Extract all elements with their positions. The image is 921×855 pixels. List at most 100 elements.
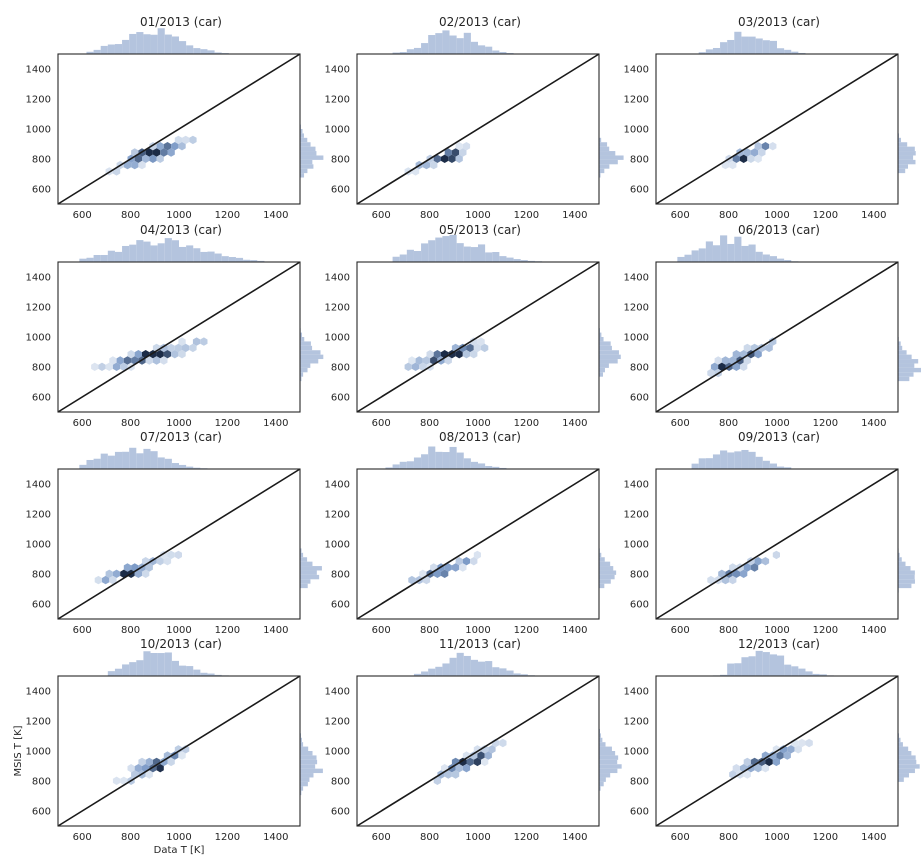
panel-6: 06/2013 (car) 600 800 1000 1200 1400 600 800 100… xyxy=(624,223,921,429)
x-tick-label: 1400 xyxy=(562,418,587,429)
hex-cell xyxy=(462,764,471,773)
hex-cell xyxy=(462,557,471,566)
y-hist-bar xyxy=(599,354,621,360)
x-hist-bar xyxy=(485,466,493,469)
x-hist-bar xyxy=(428,668,436,676)
hex-cell xyxy=(174,135,182,145)
y-hist-bar xyxy=(599,737,603,743)
y-hist-bar xyxy=(300,155,324,160)
y-hist-bar xyxy=(599,764,622,769)
x-hist-bar xyxy=(107,44,115,54)
x-hist-bar xyxy=(463,458,471,469)
y-hist-bar xyxy=(898,579,915,584)
axes-frame xyxy=(356,261,600,413)
y-hist-bar xyxy=(898,372,914,377)
y-tick-label: 600 xyxy=(32,185,51,196)
x-tick-label: 800 xyxy=(719,625,738,636)
y-hist-bar xyxy=(898,168,906,174)
y-hist-bar xyxy=(599,151,616,156)
y-tick-label: 1200 xyxy=(624,510,649,521)
hex-cell xyxy=(462,350,471,359)
x-hist-bar xyxy=(150,451,158,469)
x-hist-bar xyxy=(698,248,706,262)
y-hist-bar xyxy=(300,142,311,147)
x-hist-bar xyxy=(463,655,471,676)
x-hist-bar xyxy=(698,52,706,54)
x-hist-bar xyxy=(200,251,208,262)
y-hist-bar xyxy=(599,146,610,152)
x-hist-bar xyxy=(186,666,194,676)
hex-cell xyxy=(145,757,153,767)
x-hist-bar xyxy=(442,452,450,469)
hex-cell xyxy=(707,575,715,585)
hex-cell xyxy=(754,557,762,566)
x-hist-bar xyxy=(741,449,749,469)
x-hist-bar xyxy=(727,39,735,54)
x-hist-bar xyxy=(406,49,414,54)
y-hist-bar xyxy=(599,164,610,169)
x-tick-label: 1400 xyxy=(861,418,886,429)
hex-cell xyxy=(721,356,730,365)
x-hist-bar xyxy=(392,464,400,469)
axes-frame xyxy=(356,675,600,827)
hex-cell xyxy=(466,343,474,353)
hex-cell xyxy=(743,757,751,767)
hex-cell xyxy=(761,764,770,773)
x-hist-bar xyxy=(755,456,763,469)
y-tick-label: 1000 xyxy=(325,125,350,136)
x-hist-bar xyxy=(207,673,215,676)
hex-cell xyxy=(123,356,132,365)
hex-cell xyxy=(171,751,179,760)
x-hist-bar xyxy=(777,48,785,54)
y-hist-bar xyxy=(300,751,313,756)
hex-cell xyxy=(769,142,777,151)
hex-cell xyxy=(433,350,441,359)
hex-cell xyxy=(174,745,182,754)
y-hist-bar xyxy=(300,341,311,346)
axes-frame xyxy=(655,468,899,620)
x-tick-label: 1200 xyxy=(215,210,240,221)
hex-cell xyxy=(105,569,113,578)
x-hist-bar xyxy=(485,252,493,262)
y-hist-bar xyxy=(898,164,909,169)
x-hist-bar xyxy=(705,458,713,469)
hex-cell xyxy=(787,745,795,754)
identity-line xyxy=(356,261,600,413)
x-hist-bar xyxy=(762,254,770,262)
panel-title: 01/2013 (car) xyxy=(140,15,222,29)
x-hist-bar xyxy=(114,251,123,262)
x-hist-bar xyxy=(470,461,478,469)
hex-cell xyxy=(105,362,113,371)
y-hist-bar xyxy=(599,332,602,337)
hex-cell xyxy=(120,776,128,785)
x-hist-bar xyxy=(107,455,115,469)
x-hist-bar xyxy=(164,458,172,469)
y-tick-label: 1200 xyxy=(325,95,350,106)
panel-3: 03/2013 (car) 600 800 1000 1200 1400 600 800 100… xyxy=(624,15,916,221)
y-hist-bar xyxy=(300,768,323,774)
x-hist-bar xyxy=(157,243,165,262)
x-hist-bar xyxy=(136,240,144,262)
x-hist-bar xyxy=(221,256,229,262)
x-hist-bar xyxy=(186,466,194,469)
x-tick-label: 600 xyxy=(372,418,391,429)
x-hist-bar xyxy=(136,32,144,54)
x-hist-bar xyxy=(727,452,735,469)
x-hist-bar xyxy=(207,50,215,54)
y-hist-bar xyxy=(898,159,916,165)
y-tick-label: 1000 xyxy=(624,125,649,136)
hex-cell xyxy=(794,745,802,754)
x-tick-label: 600 xyxy=(671,210,690,221)
hex-cell xyxy=(732,764,740,773)
identity-line xyxy=(57,53,301,205)
x-tick-label: 600 xyxy=(671,625,690,636)
x-tick-label: 1400 xyxy=(562,832,587,843)
hex-cell xyxy=(743,148,751,157)
hex-cell xyxy=(178,350,186,359)
panel-9: 09/2013 (car) 600 800 1000 1200 1400 600 800 100… xyxy=(624,430,915,636)
y-tick-label: 1400 xyxy=(624,65,649,76)
x-hist-bar xyxy=(762,40,770,54)
x-tick-label: 1000 xyxy=(764,418,789,429)
y-hist-bar xyxy=(300,168,308,174)
